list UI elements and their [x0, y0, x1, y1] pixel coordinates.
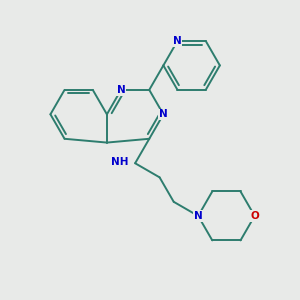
Text: N: N: [173, 36, 182, 46]
Text: O: O: [250, 211, 259, 221]
Text: N: N: [117, 85, 125, 95]
Text: N: N: [194, 211, 203, 221]
Text: N: N: [159, 109, 168, 119]
Text: NH: NH: [111, 157, 129, 167]
